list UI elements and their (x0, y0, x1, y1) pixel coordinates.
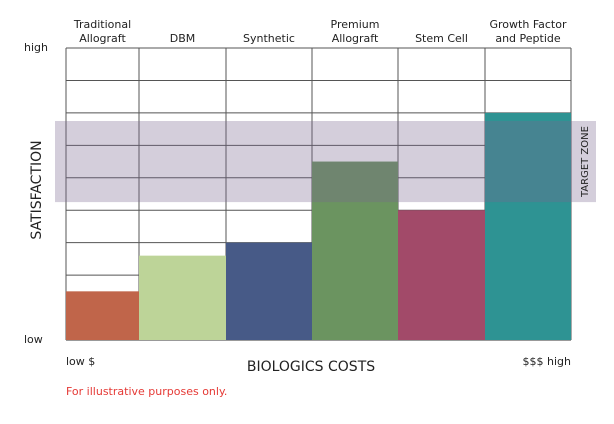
x-axis-title: BIOLOGICS COSTS (247, 359, 375, 375)
bar (139, 255, 226, 340)
bar (226, 242, 312, 340)
bar (312, 161, 398, 340)
x-tick-label: Allograft (332, 32, 379, 45)
x-tick-label: Stem Cell (415, 32, 468, 45)
bar (66, 291, 139, 340)
y-tick-label: low (24, 333, 43, 346)
target-zone-label: TARGET ZONE (580, 126, 591, 198)
y-axis-title: SATISFACTION (29, 140, 45, 239)
note: For illustrative purposes only. (66, 385, 227, 398)
bar (485, 112, 571, 340)
x-tick-label: Synthetic (243, 32, 295, 45)
target-zone (55, 121, 596, 203)
x-tick-label: Traditional (73, 18, 131, 31)
x-tick-label: and Peptide (495, 32, 561, 45)
x-tick-label: DBM (170, 32, 196, 45)
x-tick-label: Allograft (79, 32, 126, 45)
y-tick-label: high (24, 41, 48, 54)
bar (398, 210, 485, 340)
x-low-label: low $ (66, 355, 95, 368)
x-tick-label: Premium (331, 18, 380, 31)
x-tick-label: Growth Factor (490, 18, 567, 31)
x-high-label: $$$ high (523, 355, 572, 368)
